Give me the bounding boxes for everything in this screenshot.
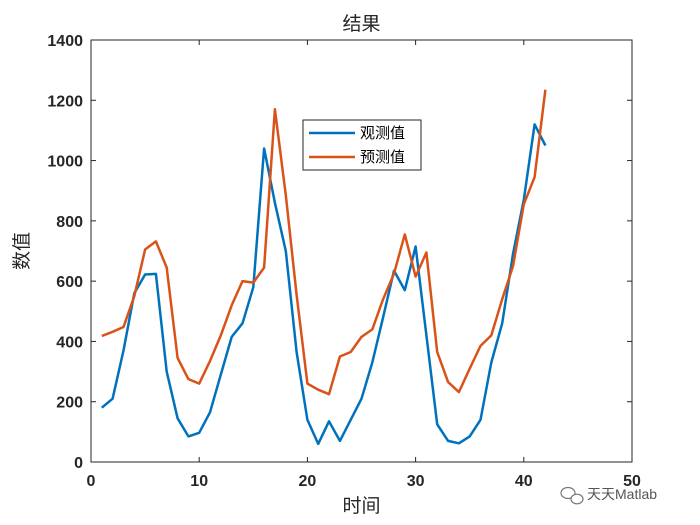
legend-box — [302, 119, 422, 171]
wechat-icon — [560, 486, 584, 505]
x-tick-label: 40 — [515, 473, 533, 490]
y-tick-label: 200 — [56, 395, 83, 412]
series-line-0 — [100, 123, 547, 446]
x-tick-label: 10 — [190, 473, 208, 490]
watermark-text: 天天Matlab — [587, 486, 657, 502]
y-tick-label: 0 — [74, 455, 83, 472]
chart-title: 结果 — [342, 13, 380, 35]
x-tick-label: 0 — [87, 473, 96, 490]
y-tick-label: 400 — [56, 334, 83, 351]
y-tick-label: 1400 — [47, 33, 83, 50]
x-tick-label: 50 — [623, 473, 641, 490]
series-line-1 — [101, 89, 547, 396]
x-tick-label: 30 — [407, 473, 425, 490]
axes-box — [90, 39, 633, 463]
y-tick-label: 1000 — [47, 154, 83, 171]
watermark: 天天Matlab — [560, 486, 657, 505]
legend: 观测值 预测值 — [302, 119, 422, 171]
legend-label-observed: 观测值 — [360, 124, 405, 142]
x-tick-label: 20 — [299, 473, 317, 490]
y-tick-label: 1200 — [47, 93, 83, 110]
y-tick-label: 600 — [56, 274, 83, 291]
y-axis-label: 数值 — [11, 232, 33, 270]
series-layer — [100, 89, 547, 446]
legend-label-predicted: 预测值 — [360, 148, 405, 166]
y-tick-label: 800 — [56, 214, 83, 231]
tick-layer: 0 10 20 30 40 50 0 200 400 600 800 1000 1200 1400 — [47, 33, 641, 490]
x-axis-label: 时间 — [342, 495, 380, 517]
